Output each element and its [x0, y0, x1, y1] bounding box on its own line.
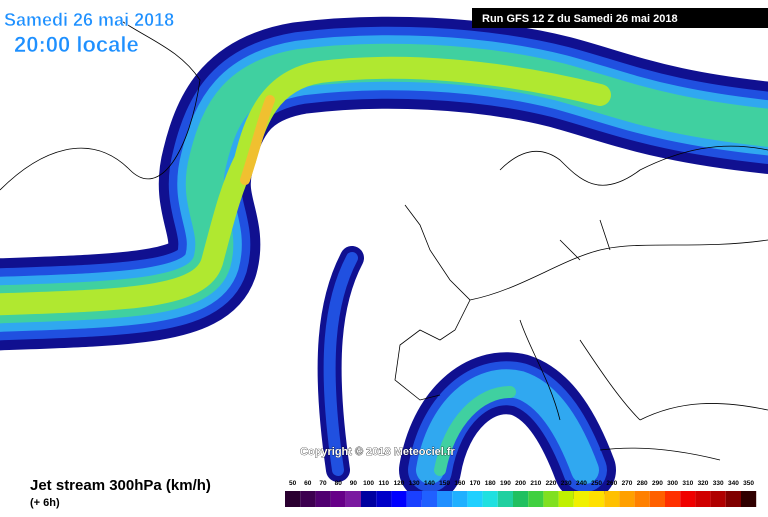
scale-label: 350	[743, 480, 754, 487]
scale-label: 180	[485, 480, 496, 487]
scale-swatch	[604, 491, 620, 507]
scale-label: 320	[698, 480, 709, 487]
legend-subtitle: (+ 6h)	[30, 497, 60, 509]
scale-label: 200	[515, 480, 526, 487]
scale-swatch	[406, 491, 422, 507]
scale-swatch	[345, 491, 361, 507]
legend-title: Jet stream 300hPa (km/h)	[30, 477, 211, 494]
scale-label: 190	[500, 480, 511, 487]
scale-label: 250	[591, 480, 602, 487]
scale-label: 60	[304, 480, 312, 487]
scale-swatch	[741, 491, 757, 507]
scale-swatch	[437, 491, 453, 507]
scale-swatch	[528, 491, 544, 507]
run-label: Run GFS 12 Z du Samedi 26 mai 2018	[482, 13, 678, 25]
scale-swatch	[315, 491, 331, 507]
scale-swatch	[421, 491, 437, 507]
scale-swatch	[589, 491, 605, 507]
scale-label: 170	[470, 480, 481, 487]
scale-swatch	[361, 491, 377, 507]
scale-label: 280	[637, 480, 648, 487]
scale-swatch	[300, 491, 316, 507]
scale-label: 100	[363, 480, 374, 487]
copyright: Copyright © 2018 Meteociel.fr	[300, 446, 456, 458]
scale-swatch	[452, 491, 468, 507]
scale-label: 150	[439, 480, 450, 487]
scale-swatch	[680, 491, 696, 507]
scale-swatch	[513, 491, 529, 507]
scale-swatch	[725, 491, 741, 507]
scale-swatch	[543, 491, 559, 507]
scale-swatch	[330, 491, 346, 507]
scale-label: 260	[606, 480, 617, 487]
scale-label: 140	[424, 480, 435, 487]
jet-stream-main	[0, 16, 768, 351]
jet-stream-south	[317, 246, 616, 501]
scale-swatch	[634, 491, 650, 507]
scale-swatch	[649, 491, 665, 507]
scale-swatch	[482, 491, 498, 507]
date-label: Samedi 26 mai 2018	[4, 10, 174, 30]
color-scale: 50 60 70 80 90 100 110 120 130 140 150 160 170 180 190…	[285, 480, 757, 507]
scale-label: 340	[728, 480, 739, 487]
scale-label: 110	[379, 480, 390, 487]
scale-label: 80	[335, 480, 343, 487]
scale-label: 130	[409, 480, 420, 487]
scale-label: 160	[454, 480, 465, 487]
scale-swatch	[573, 491, 589, 507]
scale-label: 240	[576, 480, 587, 487]
scale-label: 220	[546, 480, 557, 487]
scale-label: 50	[289, 480, 297, 487]
scale-label: 120	[394, 480, 405, 487]
run-box	[472, 8, 768, 28]
scale-swatch	[710, 491, 726, 507]
scale-swatch	[285, 491, 301, 507]
scale-label: 330	[713, 480, 724, 487]
scale-swatch	[391, 491, 407, 507]
scale-label: 270	[622, 480, 633, 487]
scale-swatch	[665, 491, 681, 507]
scale-label: 90	[350, 480, 358, 487]
scale-label: 300	[667, 480, 678, 487]
scale-swatch	[619, 491, 635, 507]
scale-label: 290	[652, 480, 663, 487]
scale-swatch	[467, 491, 483, 507]
scale-label: 230	[561, 480, 572, 487]
coastlines	[0, 19, 768, 461]
scale-label: 310	[682, 480, 693, 487]
time-label: 20:00 locale	[14, 32, 139, 57]
scale-swatch	[695, 491, 711, 507]
scale-swatch	[558, 491, 574, 507]
scale-swatch	[376, 491, 392, 507]
scale-label: 210	[530, 480, 541, 487]
scale-label: 70	[319, 480, 327, 487]
scale-swatch	[497, 491, 513, 507]
